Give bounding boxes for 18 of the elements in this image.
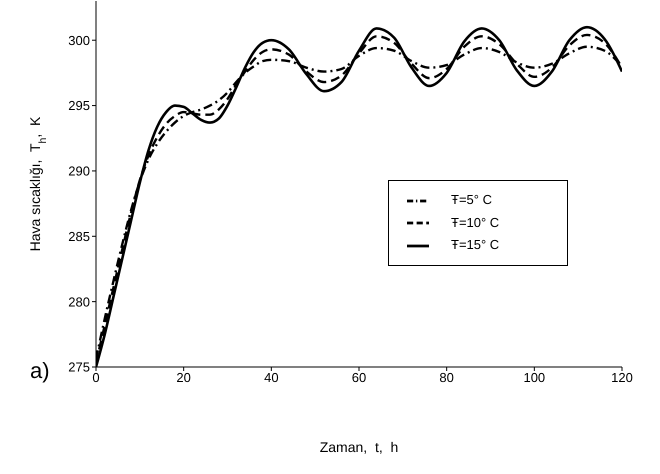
y-tick-label: 275 [68,360,90,375]
text: a) [30,358,50,384]
x-tick-label: 20 [176,370,191,386]
legend-label: Ŧ=5° C [451,192,492,207]
x-tick-label: 100 [523,370,546,386]
x-tick-label: 120 [611,370,633,386]
x-tick-label: 0 [92,370,100,386]
y-tick-label: 280 [68,294,90,310]
y-tick-label: 295 [68,98,90,114]
y-tick-label: 290 [68,164,90,179]
x-tick-label: 80 [439,370,454,386]
x-tick-label: 60 [352,370,366,386]
legend-label: Ŧ=15° C [451,237,500,252]
legend-label: Ŧ=10° C [451,214,500,230]
y-tick-label: 285 [68,228,90,244]
y-tick-label: 300 [68,32,90,48]
x-tick-label: 40 [264,370,279,386]
x-axis-title: Zaman, t, h [320,439,398,455]
